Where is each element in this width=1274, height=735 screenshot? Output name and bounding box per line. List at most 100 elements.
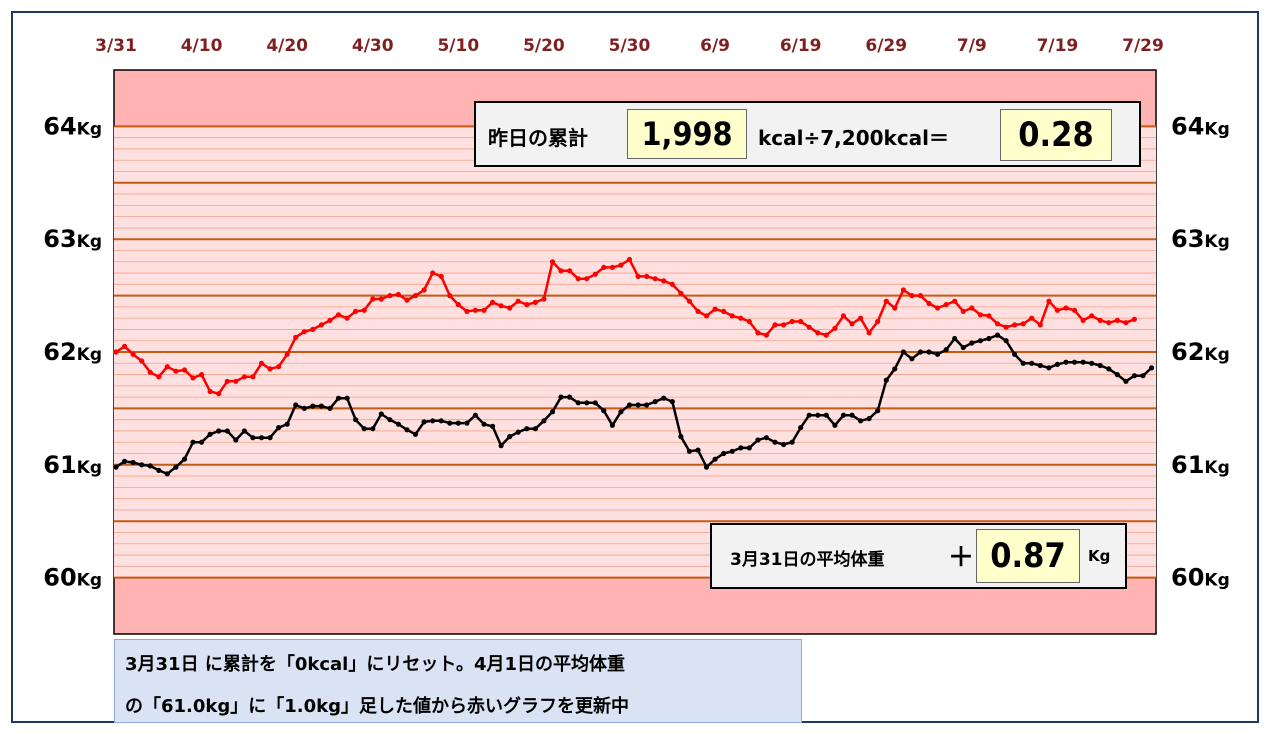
data-point xyxy=(755,437,761,443)
data-point xyxy=(1003,324,1009,330)
data-point xyxy=(224,428,230,434)
formula-label: kcal÷7,200kcal＝ xyxy=(758,126,950,150)
data-point xyxy=(875,318,881,325)
data-point xyxy=(1037,322,1043,328)
data-point xyxy=(241,428,247,434)
x-tick-label: 3/31 xyxy=(95,36,137,56)
data-point xyxy=(481,421,487,427)
data-point xyxy=(644,273,650,279)
x-tick-label: 7/9 xyxy=(957,36,987,56)
data-point xyxy=(686,448,693,454)
y-tick-label: 60Kg xyxy=(1171,564,1230,592)
data-point xyxy=(1046,365,1052,371)
average-label: 3月31日の平均体重 xyxy=(730,550,885,570)
data-point xyxy=(781,322,787,328)
data-point xyxy=(164,471,170,477)
data-point xyxy=(1131,316,1137,322)
y-tick-label: 64Kg xyxy=(1171,112,1230,140)
data-point xyxy=(952,335,958,342)
data-point xyxy=(703,313,710,319)
data-point xyxy=(267,366,273,372)
data-point xyxy=(883,298,889,304)
data-point xyxy=(806,412,812,418)
note-line-1: 3月31日 に累計を「0kcal」にリセット。4月1日の平均体重 xyxy=(125,654,626,675)
data-point xyxy=(139,462,145,468)
y-tick-label: 63Kg xyxy=(1171,225,1230,253)
data-point xyxy=(584,276,590,282)
data-point xyxy=(609,422,616,428)
data-point xyxy=(917,349,924,355)
data-point xyxy=(935,305,941,311)
data-point xyxy=(823,332,829,338)
data-point xyxy=(626,256,633,263)
summary-label: 昨日の累計 xyxy=(488,126,588,150)
data-point xyxy=(584,400,590,406)
data-point xyxy=(490,299,496,305)
data-point xyxy=(755,330,761,336)
data-point xyxy=(472,412,478,418)
data-point xyxy=(524,302,530,308)
data-point xyxy=(935,351,941,357)
data-point xyxy=(1089,313,1095,319)
average-weight-box: 3月31日の平均体重 ＋ 0.87 Kg xyxy=(710,523,1127,589)
data-point xyxy=(738,315,744,321)
data-point xyxy=(943,302,949,308)
data-point xyxy=(618,262,624,268)
plus-sign: ＋ xyxy=(948,543,975,573)
data-point xyxy=(1037,362,1043,369)
data-point xyxy=(1114,317,1120,323)
data-point xyxy=(926,300,932,307)
data-point xyxy=(370,426,376,432)
data-point xyxy=(1097,317,1103,323)
data-point xyxy=(1106,366,1112,372)
y-tick-label: 63Kg xyxy=(43,225,102,253)
data-point xyxy=(558,268,564,274)
data-point xyxy=(447,293,453,299)
data-point xyxy=(1123,320,1129,326)
data-point xyxy=(199,439,205,445)
data-point xyxy=(361,426,367,432)
data-point xyxy=(173,464,179,470)
data-point xyxy=(276,364,282,370)
data-point xyxy=(464,420,470,426)
data-point xyxy=(823,412,829,418)
data-point xyxy=(900,287,907,293)
data-point xyxy=(216,428,222,434)
data-point xyxy=(986,335,992,342)
data-point xyxy=(712,306,718,312)
data-point xyxy=(113,464,119,470)
data-point xyxy=(378,296,384,302)
data-point xyxy=(669,399,675,405)
data-point xyxy=(892,305,898,311)
y-tick-label: 62Kg xyxy=(43,338,102,366)
data-point xyxy=(216,391,222,397)
data-point xyxy=(883,377,889,383)
data-point xyxy=(190,439,196,445)
data-point xyxy=(327,317,333,323)
data-point xyxy=(130,459,136,466)
x-axis-labels: 3/31 4/10 4/20 4/30 5/10 5/20 5/30 6/9 6/19 6/29 7… xyxy=(95,36,1164,56)
data-point xyxy=(199,372,205,378)
data-point xyxy=(181,456,188,462)
data-point xyxy=(686,298,693,304)
data-point xyxy=(139,358,145,364)
series-lines xyxy=(113,256,1155,477)
data-point xyxy=(746,318,752,325)
data-point xyxy=(575,400,581,406)
data-point xyxy=(1020,321,1026,327)
data-point xyxy=(644,402,650,408)
data-point xyxy=(789,318,795,325)
summary-box: 昨日の累計 1,998 kcal÷7,200kcal＝ 0.28 xyxy=(474,101,1141,167)
data-point xyxy=(832,325,838,331)
data-point xyxy=(549,259,556,265)
data-point xyxy=(1080,359,1086,365)
data-point xyxy=(395,421,401,427)
data-point xyxy=(327,405,333,411)
data-point xyxy=(729,448,735,454)
data-point xyxy=(541,418,547,424)
data-point xyxy=(173,368,179,374)
data-point xyxy=(1012,322,1018,328)
data-point xyxy=(524,426,530,432)
data-point xyxy=(712,456,718,462)
data-point xyxy=(353,417,359,423)
